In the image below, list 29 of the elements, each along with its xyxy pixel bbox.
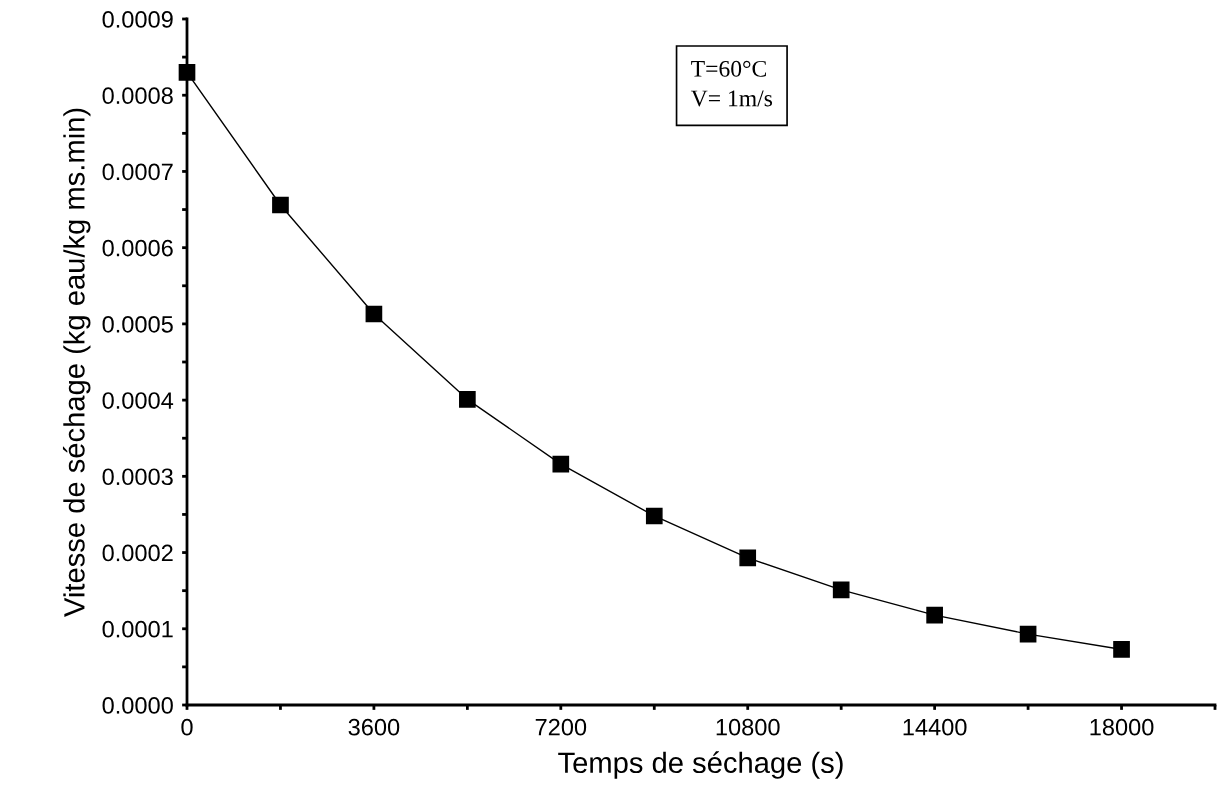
point — [739, 549, 757, 567]
point — [1019, 625, 1037, 643]
point — [272, 196, 289, 214]
y-tick-label: 0.0000 — [102, 697, 173, 714]
y-tick-label: 0.0009 — [102, 11, 173, 28]
point — [645, 507, 663, 525]
y-tick-label: 0.0008 — [102, 87, 173, 105]
point — [552, 455, 570, 473]
x-tick-label: 0 — [181, 718, 193, 736]
x-tick-label: 10800 — [716, 718, 780, 736]
y-tick-label: 0.0003 — [102, 468, 173, 486]
point — [1113, 641, 1130, 658]
y-tick-label: 0.0005 — [102, 315, 173, 333]
y-tick-label: 0.0001 — [102, 620, 173, 638]
x-tick-label: 3600 — [348, 718, 400, 736]
y-tick-label: 0.0006 — [102, 239, 173, 257]
point — [832, 581, 850, 599]
point — [365, 305, 383, 323]
y-tick-label: 0.0002 — [102, 544, 173, 562]
y-tick-label: 0.0004 — [102, 392, 174, 409]
x-tick-label: 18000 — [1090, 718, 1154, 736]
point — [459, 391, 476, 408]
point — [926, 606, 943, 624]
y-axis-title: Vitesse de séchage (kg eau/kg ms.min) — [62, 108, 91, 617]
y-tick-label: 0.0007 — [102, 163, 173, 181]
x-tick-label: 7200 — [535, 718, 587, 736]
x-axis-title: Temps de séchage (s) — [558, 751, 843, 779]
x-tick-label: 14400 — [903, 718, 967, 736]
annotation: T=60°C V= 1m/s — [690, 60, 773, 107]
